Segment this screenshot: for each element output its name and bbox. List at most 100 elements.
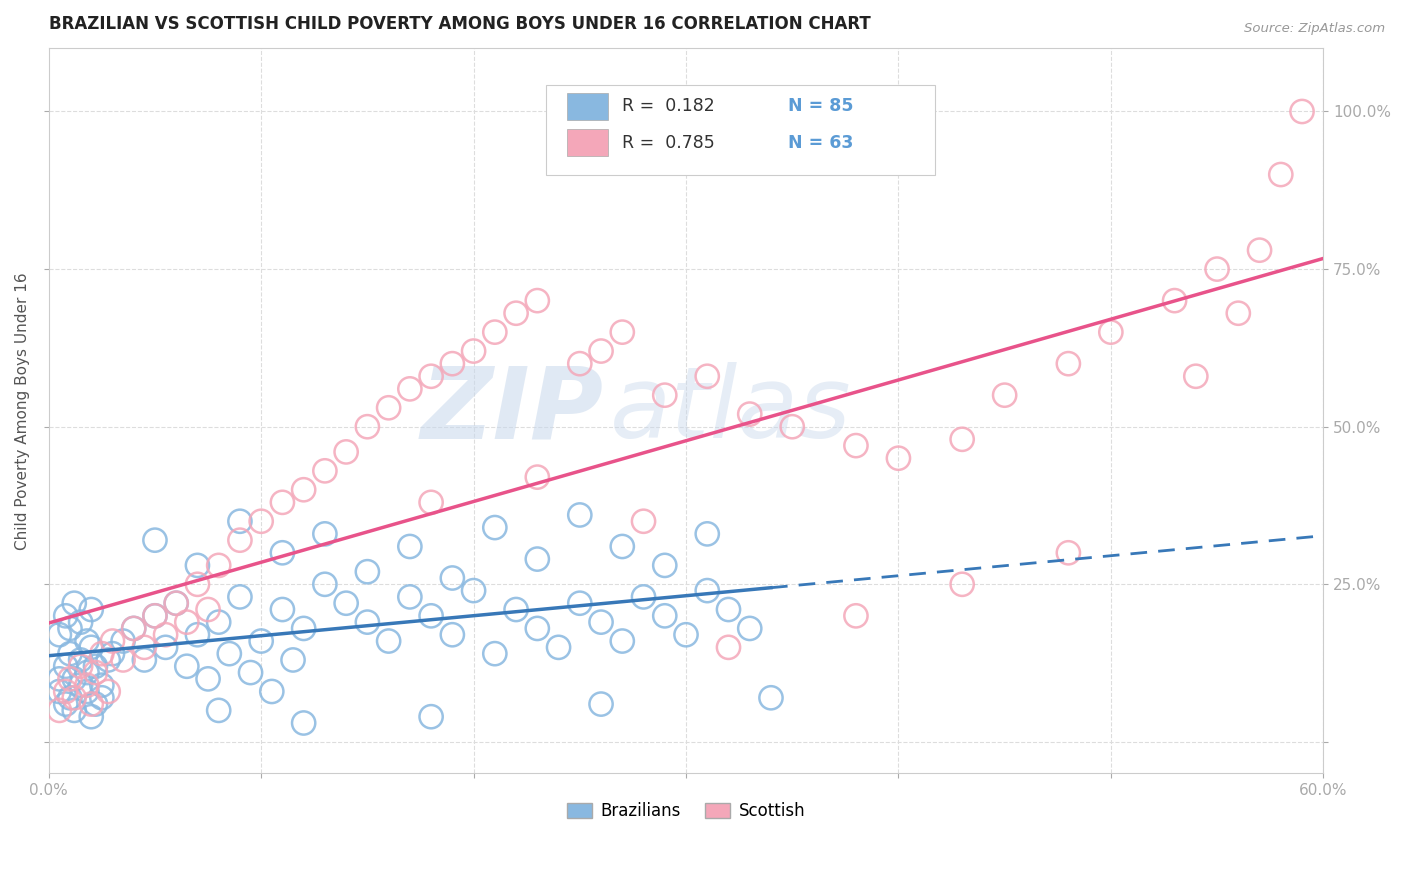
Point: [654, 608, 676, 623]
Point: [654, 558, 676, 573]
Point: [633, 514, 655, 528]
Point: [76, 684, 98, 698]
Point: [271, 602, 294, 616]
Point: [399, 382, 422, 396]
Text: N = 85: N = 85: [787, 97, 853, 115]
Point: [69, 678, 91, 692]
Point: [675, 628, 697, 642]
Point: [239, 665, 262, 680]
Point: [122, 622, 145, 636]
Point: [420, 495, 443, 509]
Y-axis label: Child Poverty Among Boys Under 16: Child Poverty Among Boys Under 16: [15, 272, 30, 549]
Text: BRAZILIAN VS SCOTTISH CHILD POVERTY AMONG BOYS UNDER 16 CORRELATION CHART: BRAZILIAN VS SCOTTISH CHILD POVERTY AMON…: [49, 15, 870, 33]
Point: [887, 451, 910, 466]
Point: [59, 647, 82, 661]
Point: [55, 608, 77, 623]
Point: [84, 697, 107, 711]
Point: [271, 495, 294, 509]
Point: [186, 558, 208, 573]
Point: [463, 344, 485, 359]
Point: [84, 659, 107, 673]
Point: [176, 659, 198, 673]
Point: [950, 432, 973, 446]
Point: [399, 540, 422, 554]
Point: [759, 690, 782, 705]
Point: [112, 653, 135, 667]
Point: [101, 647, 124, 661]
Point: [484, 325, 506, 339]
Point: [484, 520, 506, 534]
Point: [155, 628, 177, 642]
Point: [48, 628, 70, 642]
Point: [229, 590, 252, 604]
Point: [994, 388, 1017, 402]
Point: [76, 665, 98, 680]
Point: [63, 703, 86, 717]
Point: [717, 602, 740, 616]
Text: Source: ZipAtlas.com: Source: ZipAtlas.com: [1244, 22, 1385, 36]
Point: [229, 514, 252, 528]
Point: [1291, 104, 1313, 119]
Point: [218, 647, 240, 661]
Point: [420, 709, 443, 723]
Point: [568, 508, 591, 522]
Point: [97, 684, 120, 698]
Point: [356, 615, 378, 629]
Point: [260, 684, 283, 698]
Point: [97, 653, 120, 667]
Point: [526, 622, 548, 636]
Point: [80, 709, 103, 723]
Point: [1185, 369, 1208, 384]
Point: [568, 357, 591, 371]
Point: [76, 634, 98, 648]
Point: [176, 615, 198, 629]
Point: [155, 640, 177, 655]
Point: [612, 325, 634, 339]
Point: [134, 640, 156, 655]
Point: [356, 565, 378, 579]
Point: [143, 608, 166, 623]
Point: [271, 546, 294, 560]
Text: atlas: atlas: [610, 362, 851, 459]
Point: [48, 703, 70, 717]
Point: [612, 634, 634, 648]
Point: [314, 527, 336, 541]
Point: [463, 583, 485, 598]
Point: [134, 653, 156, 667]
Point: [55, 659, 77, 673]
Point: [292, 716, 315, 731]
Bar: [568, 93, 609, 120]
Point: [69, 659, 91, 673]
Point: [420, 608, 443, 623]
Point: [80, 697, 103, 711]
FancyBboxPatch shape: [546, 85, 935, 176]
Point: [122, 622, 145, 636]
Point: [63, 690, 86, 705]
Point: [80, 602, 103, 616]
Point: [845, 608, 868, 623]
Point: [696, 583, 718, 598]
Point: [112, 634, 135, 648]
Point: [738, 407, 761, 421]
Point: [63, 672, 86, 686]
Point: [845, 439, 868, 453]
Point: [420, 369, 443, 384]
Point: [165, 596, 187, 610]
Point: [654, 388, 676, 402]
Point: [229, 533, 252, 548]
Point: [505, 602, 527, 616]
Point: [484, 647, 506, 661]
Point: [1163, 293, 1185, 308]
Point: [59, 622, 82, 636]
Point: [441, 628, 464, 642]
Point: [186, 577, 208, 591]
Point: [208, 703, 231, 717]
Point: [589, 697, 612, 711]
Point: [48, 684, 70, 698]
Bar: [568, 129, 609, 156]
Point: [399, 590, 422, 604]
Point: [90, 647, 112, 661]
Point: [281, 653, 304, 667]
Point: [292, 483, 315, 497]
Point: [356, 419, 378, 434]
